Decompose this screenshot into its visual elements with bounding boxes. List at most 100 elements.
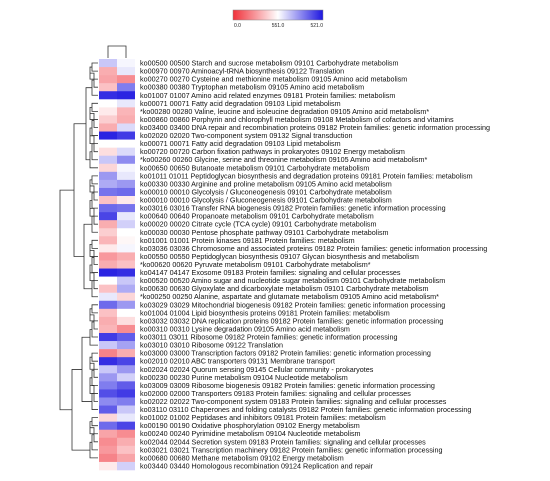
heatmap-cell [99,115,117,124]
heatmap-cell [99,131,117,140]
heatmap-cell [99,268,117,277]
heatmap-cell [117,59,135,68]
row-label: ko00970 00970 Aminoacyl-tRNA biosynthesi… [140,67,344,76]
heatmap-cell [99,349,117,358]
heatmap-cell [117,228,135,237]
heatmap-cell [117,461,135,471]
heatmap-cell [117,147,135,157]
heatmap-cell [117,341,135,350]
heatmap-cell [117,67,135,76]
heatmap-cells [99,59,135,471]
row-label: ko02024 02024 Quorum sensing 09145 Cellu… [140,365,374,374]
heatmap-cell [99,365,117,374]
heatmap-cell [99,179,117,189]
heatmap-cell [117,437,135,447]
row-label: *ko00280 00280 Valine, leucine and isole… [140,107,429,116]
heatmap-cell [99,252,117,261]
row-label: *ko00250 00250 Alanine, aspartate and gl… [140,292,439,301]
heatmap-cell [117,179,135,189]
heatmap-cell [99,357,117,366]
heatmap-cell [117,349,135,358]
row-dendrogram-link [91,352,98,362]
heatmap-cell [117,300,135,310]
row-label: ko03032 03032 DNA replication proteins 0… [140,316,443,325]
row-label: *ko00260 00260 Glycine, serine and threo… [140,155,427,164]
row-label: ko00010 00010 Glycolysis / Gluconeogenes… [140,187,392,196]
row-dendrogram-link [91,192,98,209]
row-label: ko02044 02044 Secretion system 09183 Pro… [140,437,426,446]
row-label: ko01007 01007 Amino acid related enzymes… [140,91,395,100]
heatmap-cell [99,389,117,398]
heatmap-cell [117,381,135,390]
heatmap-cell [117,91,135,100]
legend-tick-label-mid: 551.0 [272,23,285,29]
heatmap-cell [99,236,117,245]
color-legend: 0.0 551.0 521.0 [232,9,324,29]
heatmap-cell [117,155,135,165]
row-label: ko00190 00190 Oxidative phosphorylation … [140,421,360,430]
row-label: ko00071 00071 Fatty acid degradation 091… [140,139,341,148]
heatmap-cell [117,308,135,318]
row-label: ko00030 00030 Pentose phosphate pathway … [140,228,389,237]
row-dendrogram-link [91,79,98,96]
heatmap-cell [117,123,135,132]
row-label: ko03029 03029 Mitochondrial biogenesis 0… [140,300,445,309]
row-label: ko01001 01001 Protein kinases 09181 Prot… [140,236,355,245]
row-dendrogram-link [91,175,98,185]
heatmap-cell [117,163,135,173]
heatmap-cell [99,397,117,406]
row-label: ko03400 03400 DNA repair and recombinati… [140,123,490,132]
row-label: ko00720 00720 Carbon fixation pathways i… [140,147,405,156]
heatmap-cell [99,75,117,84]
heatmap-cell [117,268,135,277]
heatmap-cell [117,99,135,108]
heatmap-cell [99,316,117,326]
heatmap-cell [117,373,135,382]
row-dendrogram-link [91,239,98,249]
row-dendrogram-link [91,434,98,451]
heatmap-cell [117,316,135,326]
heatmap-cell [99,91,117,100]
heatmap-cell [117,244,135,253]
heatmap-cell [99,228,117,237]
row-label: ko00020 00020 Citrate cycle (TCA cycle) … [140,220,377,229]
heatmap-cell [117,131,135,140]
heatmap-cell [117,260,135,269]
row-label: ko03440 03440 Homologous recombination 0… [140,461,374,470]
heatmap-cell [117,75,135,84]
heatmap-cell [99,123,117,132]
row-label: ko01002 01002 Peptidases and inhibitors … [140,413,386,422]
row-dendrogram-link [91,417,98,427]
row-label: ko03000 03000 Transcription factors 0918… [140,349,431,358]
heatmap-cell [117,236,135,245]
legend-color-bar [232,9,324,21]
heatmap-cell [117,139,135,148]
heatmap-cell [99,260,117,269]
row-label: ko00630 00630 Glyoxylate and dicarboxyla… [140,284,428,293]
heatmap-cell [99,171,117,181]
row-label: ko00230 00230 Purine metabolism 09104 Nu… [140,373,348,382]
heatmap-cell [99,220,117,229]
row-label: ko03010 03010 Ribosome 09122 Translation [140,341,283,350]
heatmap-cell [117,389,135,398]
heatmap-cell [117,421,135,431]
row-label: ko00310 00310 Lysine degradation 09105 A… [140,324,350,333]
row-dendrogram [59,62,98,459]
heatmap-cell [117,429,135,439]
row-labels: ko00500 00500 Starch and sucrose metabol… [140,59,490,471]
row-label: ko03016 03016 Transfer RNA biogenesis 09… [140,204,446,213]
heatmap-cell [117,413,135,422]
heatmap-cell [117,171,135,181]
heatmap-cell [117,212,135,221]
row-label: ko00071 00071 Fatty acid degradation 091… [140,99,341,108]
heatmap-cell [99,276,117,285]
row-label: ko01011 01011 Peptidoglycan biosynthesis… [140,171,473,180]
row-label: ko02010 02010 ABC transporters 09131 Mem… [140,357,335,366]
heatmap-cell [99,155,117,165]
heatmap-cell [117,276,135,285]
heatmap-cell [99,429,117,439]
row-dendrogram-link [91,102,98,112]
heatmap-cell [99,163,117,173]
heatmap-cell [117,445,135,455]
